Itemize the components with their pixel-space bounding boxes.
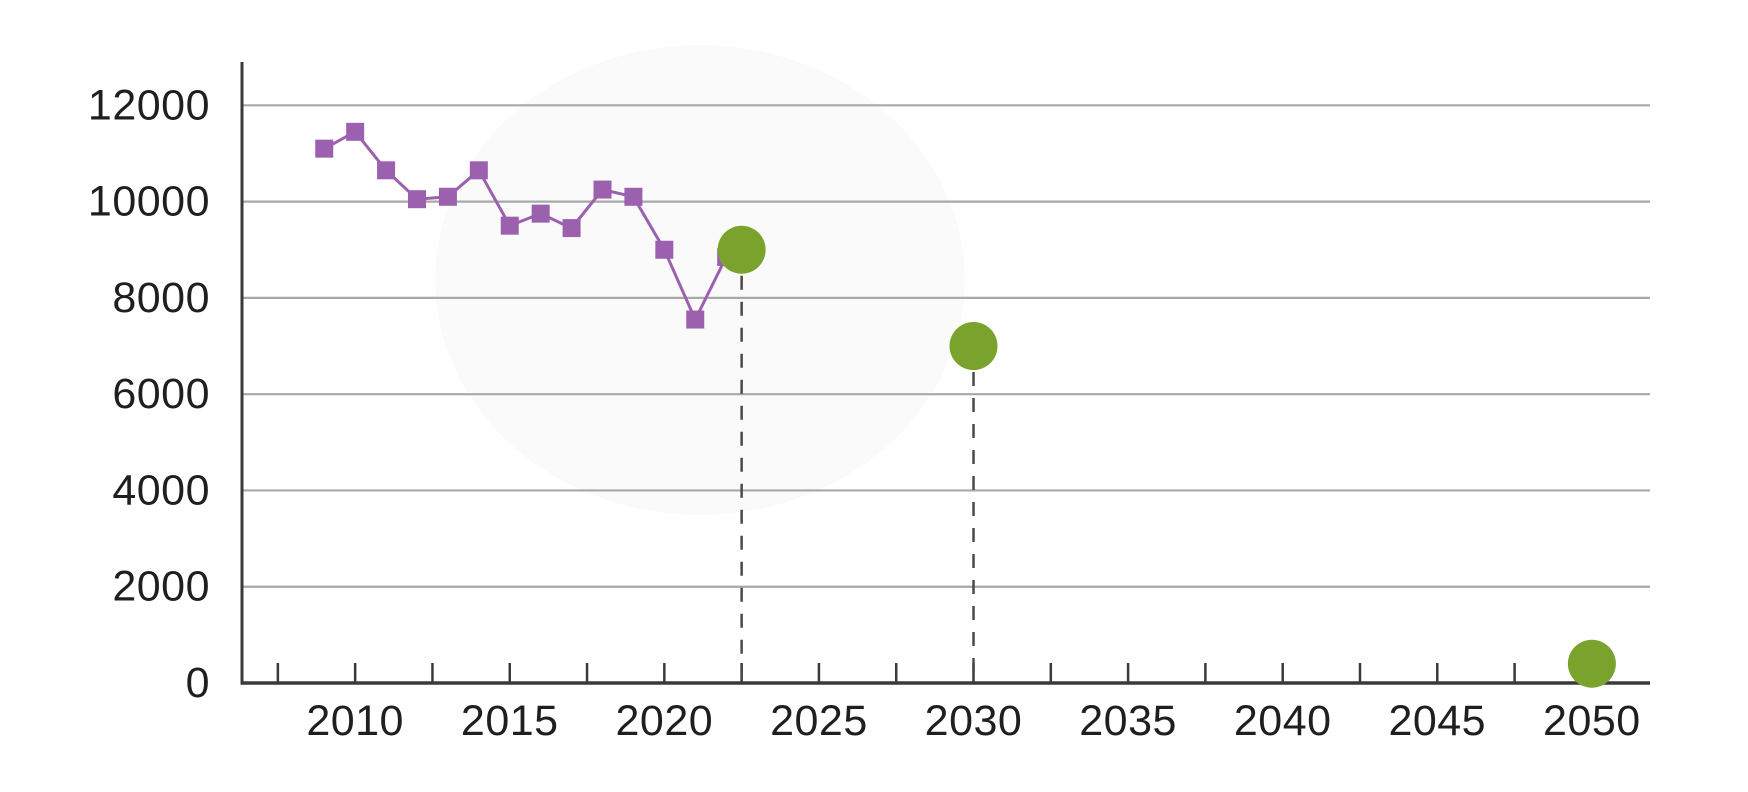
x-axis-label-2040: 2040 (1234, 697, 1332, 745)
data-point-square-2011 (377, 161, 396, 180)
x-axis-label-2010: 2010 (306, 697, 404, 745)
x-axis-label-2030: 2030 (925, 697, 1023, 745)
y-axis-label-8000: 8000 (112, 274, 210, 322)
x-axis-label-2035: 2035 (1079, 697, 1177, 745)
milestone-circle-2050 (1567, 639, 1616, 688)
data-point-square-2009 (315, 139, 334, 158)
milestone-circle-2030 (949, 322, 998, 371)
y-axis-label-6000: 6000 (112, 370, 210, 418)
data-point-square-2012 (407, 190, 426, 209)
x-axis-label-2020: 2020 (616, 697, 714, 745)
y-axis-label-12000: 12000 (88, 81, 210, 129)
data-point-square-2016 (531, 204, 550, 223)
y-axis-label-0: 0 (186, 659, 210, 707)
x-axis-label-2025: 2025 (770, 697, 868, 745)
data-point-square-2017 (562, 219, 581, 238)
data-point-square-2014 (469, 161, 488, 180)
y-axis-label-2000: 2000 (112, 563, 210, 611)
data-point-square-2015 (500, 216, 519, 235)
data-point-square-2021 (686, 310, 705, 329)
background-watermark-blob (435, 45, 965, 515)
data-point-square-2013 (438, 187, 457, 206)
data-point-square-2010 (346, 122, 365, 141)
y-axis-label-4000: 4000 (112, 466, 210, 514)
x-axis-label-2050: 2050 (1543, 697, 1641, 745)
x-axis-label-2045: 2045 (1388, 697, 1486, 745)
y-axis-label-10000: 10000 (88, 178, 210, 226)
milestone-circle-2022.5 (717, 225, 766, 274)
x-axis-label-2015: 2015 (461, 697, 559, 745)
data-point-square-2020 (655, 240, 674, 259)
data-point-square-2018 (593, 180, 612, 199)
data-point-square-2019 (624, 187, 643, 206)
